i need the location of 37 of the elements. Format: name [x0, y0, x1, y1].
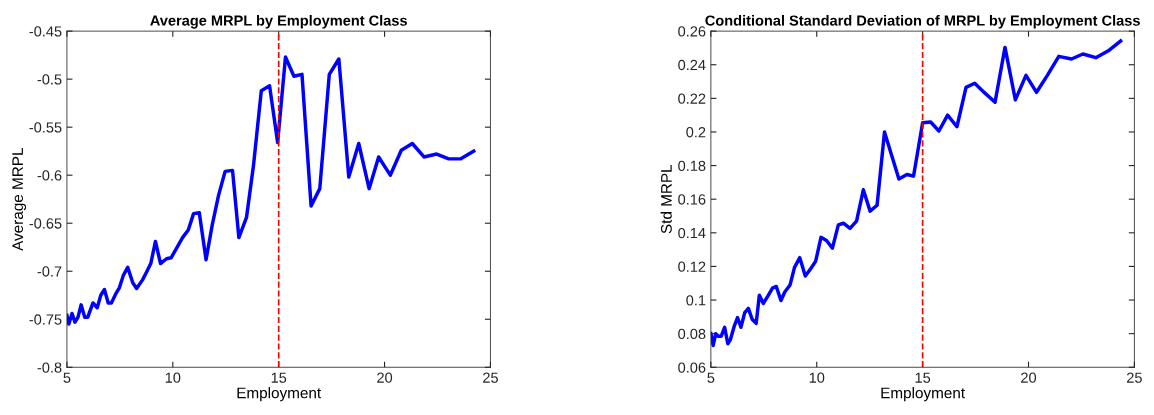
y-tick-label: -0.45	[29, 26, 62, 37]
y-tick-label: -0.75	[29, 314, 62, 325]
x-tick-label: 15	[271, 372, 287, 383]
x-tick-label: 10	[809, 372, 825, 383]
y-tick-label: 0.14	[678, 227, 706, 239]
x-tick-label: 20	[377, 372, 393, 383]
line-series	[710, 39, 1123, 348]
y-tick-label: 0.12	[678, 261, 706, 272]
x-tick-label: 25	[483, 372, 498, 383]
y-tick-label: 0.18	[678, 160, 706, 172]
x-tick-label: 15	[915, 372, 931, 383]
line-series	[66, 55, 476, 326]
y-axis-title: Std MRPL	[660, 164, 672, 234]
chart-title: Average MRPL by Employment Class	[150, 15, 407, 29]
y-tick-label: 0.2	[686, 127, 706, 138]
y-tick-label: -0.5	[37, 74, 62, 85]
y-axis-title: Average MRPL	[12, 148, 27, 251]
x-tick-label: 25	[1127, 372, 1142, 383]
y-tick-label: 0.22	[678, 93, 706, 104]
y-tick-label: 0.1	[686, 295, 706, 306]
y-tick-label: 0.24	[678, 59, 706, 71]
chart-title: Conditional Standard Deviation of MRPL by Employment Class	[705, 15, 1140, 29]
y-tick-label: 0.26	[678, 26, 706, 37]
y-tick-label: -0.65	[29, 218, 62, 229]
x-axis-title: Employment	[881, 387, 965, 402]
x-tick-label: 5	[63, 372, 71, 383]
y-tick-label: -0.8	[37, 362, 62, 373]
y-tick-label: -0.6	[37, 170, 62, 181]
y-tick-label: 0.16	[678, 194, 706, 205]
x-tick-label: 20	[1021, 372, 1037, 383]
y-tick-label: 0.08	[678, 328, 706, 340]
x-tick-label: 5	[707, 372, 715, 383]
x-tick-label: 10	[165, 372, 181, 383]
y-tick-label: 0.06	[678, 362, 706, 373]
y-tick-label: -0.55	[29, 122, 62, 133]
x-axis-title: Employment	[237, 387, 322, 402]
y-tick-label: -0.7	[37, 266, 62, 277]
